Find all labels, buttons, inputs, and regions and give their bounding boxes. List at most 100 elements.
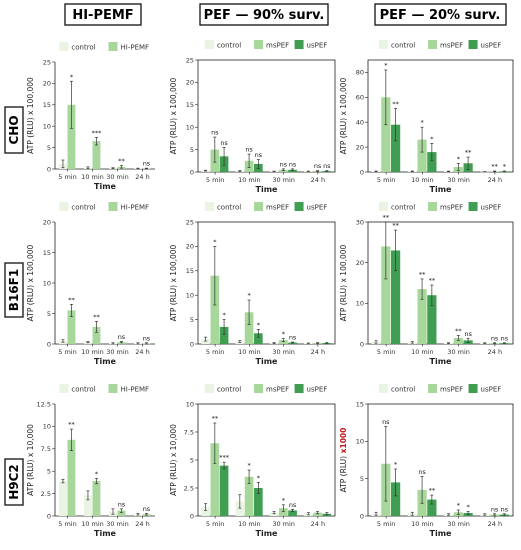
- panel-7-y-tick-label-4: 10: [43, 423, 51, 431]
- panel-1-significance-HI-PEMF-3: ns: [143, 160, 151, 168]
- panel-8-bar-usPEF-1: [253, 488, 263, 516]
- panel-4-x-tick-label-3: 24 h: [135, 348, 149, 356]
- panel-6-y-tick-label-1: 10: [356, 300, 364, 308]
- panel-7-x-axis-label: Time: [94, 529, 117, 538]
- panel-6-legend-swatch-usPEF: [468, 202, 478, 211]
- panel-1-y-tick-label-0: 0: [47, 165, 51, 173]
- panel-8-y-tick-label-3: 7.5: [184, 428, 194, 436]
- panel-6-bar-usPEF-1: [427, 295, 437, 344]
- panel-8-significance-usPEF-0: ***: [219, 454, 230, 462]
- panel-7-legend-label-HI-PEMF: HI-PEMF: [121, 386, 150, 394]
- panel-8-bar-usPEF-2: [288, 510, 297, 516]
- panel-8-significance-msPEF-2: *: [282, 496, 286, 504]
- chart-panel-7: 0 2.5 5 7.5 10 12.5 ATP (RLU) x 10,000 ** 5 min *…: [26, 384, 155, 538]
- panel-6-y-tick-label-0: 0: [360, 340, 364, 348]
- panel-4-y-axis-label-main: ATP (RLU): [26, 285, 35, 321]
- panel-5-y-tick-label-1: 5: [190, 316, 194, 324]
- panel-6-significance-msPEF-2: **: [455, 327, 462, 335]
- row-label-1-text: CHO: [7, 115, 21, 144]
- panel-1-legend-swatch-control: [59, 42, 69, 51]
- panel-9-significance-msPEF-3: ns: [491, 505, 499, 513]
- panel-2-y-tick-label-1: 5: [190, 146, 194, 154]
- panel-1-significance-HI-PEMF-0: *: [70, 73, 74, 81]
- panel-5-bar-control-0: [201, 339, 210, 344]
- panel-5-bar-msPEF-0: [210, 275, 220, 344]
- panel-2-significance-msPEF-2: ns: [280, 160, 288, 168]
- panel-5-x-tick-label-2: 30 min: [272, 348, 295, 356]
- panel-9-y-axis-label-scale: x1000: [339, 428, 348, 456]
- panel-5-legend-swatch-control: [204, 202, 214, 211]
- panel-4-y-tick-label-1: 5: [47, 310, 51, 318]
- row-label-3-box: [4, 458, 24, 506]
- panel-2-significance-usPEF-3: ns: [323, 162, 331, 170]
- panel-6-legend-label-control: control: [391, 204, 415, 212]
- column-header-1: HI-PEMF: [64, 3, 142, 26]
- panel-3-significance-msPEF-2: *: [457, 155, 461, 163]
- panel-7-y-tick-label-5: 12.5: [37, 400, 51, 408]
- panel-8-significance-usPEF-1: *: [257, 474, 261, 482]
- panel-5-legend-swatch-usPEF: [294, 202, 304, 211]
- panel-2-significance-msPEF-0: ns: [211, 129, 219, 137]
- panel-7-bar-control-1: [84, 495, 92, 516]
- panel-9-bar-usPEF-0: [391, 482, 401, 516]
- chart-panel-5: 0 5 10 15 20 25 ATP (RLU) x 100,000 * * 5 min * * 10…: [169, 202, 336, 366]
- panel-5-bar-usPEF-0: [219, 326, 229, 344]
- row-label-3: H9C2: [4, 458, 24, 506]
- panel-5-bar-usPEF-1: [253, 333, 263, 344]
- panel-9-legend-label-usPEF: usPEF: [481, 386, 502, 394]
- row-label-2: B16F1: [4, 262, 24, 318]
- panel-7-y-tick-label-2: 5: [47, 468, 51, 476]
- panel-3-significance-msPEF-3: **: [491, 163, 498, 171]
- panel-1-legend-label-HI-PEMF: HI-PEMF: [121, 44, 150, 52]
- panel-2-significance-usPEF-1: ns: [255, 151, 263, 159]
- panel-2-y-axis-label-main: ATP (RLU): [169, 118, 178, 154]
- panel-8-bar-control-0: [201, 507, 210, 516]
- panel-7-significance-HI-PEMF-3: ns: [143, 505, 151, 513]
- panel-6-frame: [367, 221, 514, 345]
- panel-4-significance-HI-PEMF-1: **: [93, 313, 100, 321]
- panel-4-bar-HI-PEMF-0: [67, 310, 76, 344]
- panel-9-y-tick-label-3: 15: [356, 400, 364, 408]
- panel-5-x-axis-label: Time: [256, 357, 279, 366]
- panel-7-x-tick-label-0: 5 min: [58, 520, 76, 528]
- panel-4-significance-HI-PEMF-0: **: [68, 296, 75, 304]
- panel-4-y-axis-label: ATP (RLU) x 100,000: [26, 244, 35, 321]
- panel-2-legend-label-msPEF: msPEF: [266, 42, 289, 50]
- panel-8-bar-msPEF-3: [313, 512, 322, 516]
- panel-9-x-tick-label-0: 5 min: [377, 520, 395, 528]
- panel-9-x-tick-label-2: 30 min: [447, 520, 470, 528]
- panel-1-x-tick-label-3: 24 h: [135, 173, 149, 181]
- panel-6-legend-label-msPEF: msPEF: [440, 204, 463, 212]
- panel-2-y-tick-label-4: 20: [186, 79, 194, 87]
- panel-3-bar-msPEF-1: [417, 139, 427, 172]
- panel-4-y-tick-label-2: 10: [43, 279, 51, 287]
- panel-4-legend-label-control: control: [71, 204, 95, 212]
- panel-9-significance-msPEF-2: *: [457, 502, 461, 510]
- panel-3-y-tick-label-4: 80: [356, 69, 364, 77]
- panel-7-x-tick-label-3: 24 h: [135, 520, 149, 528]
- panel-9-y-tick-label-0: 0: [360, 512, 364, 520]
- panel-7-bar-control-0: [59, 481, 67, 516]
- panel-3-x-tick-label-1: 10 min: [411, 176, 434, 184]
- panel-8-y-tick-label-0: 0: [190, 512, 194, 520]
- panel-1-x-tick-label-2: 30 min: [106, 173, 129, 181]
- panel-1-y-tick-label-1: 5: [47, 144, 51, 152]
- panel-5-significance-msPEF-1: *: [247, 292, 251, 300]
- panel-2-y-axis-label-scale: x 100,000: [169, 77, 178, 117]
- panel-3-significance-usPEF-1: *: [430, 135, 434, 143]
- panel-1-y-tick-label-3: 15: [43, 101, 51, 109]
- panel-7-legend-swatch-HI-PEMF: [108, 384, 118, 393]
- panel-3-legend-label-msPEF: msPEF: [440, 42, 463, 50]
- panel-5-significance-msPEF-0: *: [213, 238, 217, 246]
- panel-8-legend-label-control: control: [217, 386, 241, 394]
- panel-3-significance-usPEF-0: **: [392, 100, 399, 108]
- panel-8-x-tick-label-2: 30 min: [272, 520, 295, 528]
- panel-2-legend-label-usPEF: usPEF: [307, 42, 328, 50]
- panel-5-y-tick-label-2: 10: [186, 292, 194, 300]
- panel-4-y-tick-label-0: 0: [47, 340, 51, 348]
- panel-8-x-tick-label-1: 10 min: [238, 520, 261, 528]
- panel-4-x-axis-label: Time: [94, 357, 117, 366]
